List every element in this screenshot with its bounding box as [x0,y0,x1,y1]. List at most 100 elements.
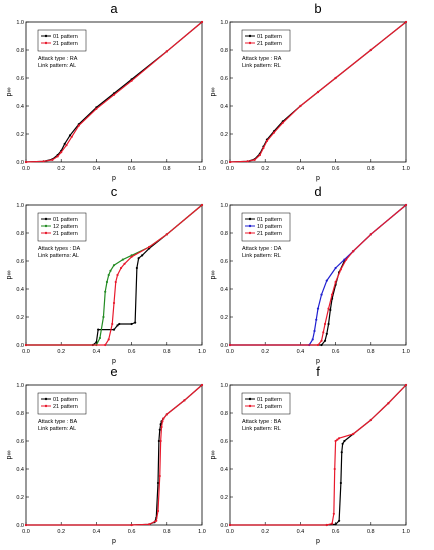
x-tick-label: 0.6 [332,166,340,172]
data-point-21 [336,438,339,441]
y-tick-label: 1.0 [16,383,24,389]
data-point-21 [165,233,168,236]
panel-c: c 0.0 0.2 0.4 0.6 0.8 1.0 0.0 0.2 0.4 0.6 0.8 1.0 p p∞… [6,184,206,365]
data-point-12 [105,280,109,284]
data-point-21 [299,104,302,108]
panel-label: c [111,184,118,199]
x-tick-label: 1.0 [198,166,206,172]
x-tick-label: 0.6 [128,166,136,172]
x-tick-label: 0.2 [261,529,269,535]
data-point-12 [109,269,112,272]
data-point-21 [327,307,330,310]
x-tick-label: 0.2 [261,349,269,355]
annotation-text: Link pattern: RL [242,426,281,432]
y-tick-label: 1.0 [16,203,24,209]
data-point-21 [160,425,163,429]
legend-marker [248,397,252,401]
data-point-21 [200,20,204,24]
data-point-21 [119,266,123,270]
data-point-21 [165,413,168,416]
data-point-21 [111,322,114,326]
data-point-21 [114,280,117,284]
data-point-21 [352,250,355,253]
x-axis-label: p [316,538,320,545]
y-tick-label: 0.4 [220,104,228,110]
data-point-01 [340,451,343,454]
y-tick-label: 0.6 [220,259,228,265]
data-point-21 [338,437,341,440]
data-point-01 [141,254,144,257]
panel-label: e [110,364,117,379]
data-point-21 [404,20,408,24]
y-tick-label: 0.6 [220,439,228,445]
data-point-21 [316,90,320,94]
legend-marker [44,41,48,45]
x-tick-label: 1.0 [402,166,410,172]
y-tick-label: 0.0 [220,160,228,166]
data-point-12 [102,315,105,319]
data-point-01 [158,428,161,431]
data-point-01 [325,332,328,335]
annotation-text: Attack type : BA [38,419,77,425]
data-point-21 [228,160,232,164]
data-point-01 [116,324,119,327]
y-tick-label: 0.6 [16,76,24,82]
x-tick-label: 0.8 [163,166,171,172]
x-tick-label: 0.8 [367,529,375,535]
data-point-01 [329,308,332,312]
x-tick-label: 0.4 [93,529,101,535]
data-point-21 [253,158,256,161]
x-tick-label: 0.4 [93,349,101,355]
y-axis-label: p∞ [210,88,217,97]
data-point-21 [228,523,232,527]
legend-entry: 21 pattern [53,404,78,410]
panel-e: e 0.0 0.2 0.4 0.6 0.8 1.0 0.0 0.2 0.4 0.6 0.8 1.0 p p∞… [6,364,206,545]
data-point-10 [325,279,328,282]
data-point-21 [65,144,68,147]
y-tick-label: 0.0 [220,523,228,529]
x-tick-label: 0.0 [226,349,234,355]
data-point-21 [334,439,337,443]
data-point-21 [155,519,158,522]
legend-marker [44,404,48,408]
data-point-21 [258,153,262,157]
data-point-10 [311,338,314,341]
annotation-text: Link pattern: AL [38,426,76,432]
y-tick-label: 0.6 [220,76,228,82]
data-point-12 [98,336,102,340]
x-tick-label: 1.0 [402,349,410,355]
data-point-21 [123,262,126,265]
data-point-12 [112,264,116,267]
data-point-21 [404,383,408,387]
data-point-01 [156,481,160,485]
legend-entry: 21 pattern [53,41,78,47]
x-tick-label: 0.0 [22,166,30,172]
annotation-text: Attack type : RA [242,56,282,62]
data-point-12 [107,273,110,277]
data-point-12 [121,258,124,261]
x-tick-label: 0.2 [57,166,65,172]
annotation-text: Attack types : DA [38,246,81,252]
x-tick-label: 1.0 [198,529,206,535]
panel-label: f [316,364,320,379]
data-point-21 [272,131,276,134]
data-point-21 [24,343,28,347]
legend-box [241,392,291,415]
data-point-01 [343,439,346,443]
data-point-01 [112,328,116,331]
data-point-21 [262,146,265,150]
data-point-21 [281,121,284,124]
legend-marker [248,231,252,235]
data-point-21 [107,338,110,341]
x-tick-label: 0.2 [57,349,65,355]
annotation-text: Attack type : RA [38,56,78,62]
data-point-21 [130,255,133,258]
y-tick-label: 0.0 [16,343,24,349]
data-point-21 [323,322,327,326]
data-point-01 [134,321,137,324]
legend-entry: 01 pattern [53,217,78,223]
y-tick-label: 1.0 [220,383,228,389]
x-tick-label: 0.4 [297,166,305,172]
y-axis-label: p∞ [6,451,13,460]
plot-frame [229,21,407,163]
